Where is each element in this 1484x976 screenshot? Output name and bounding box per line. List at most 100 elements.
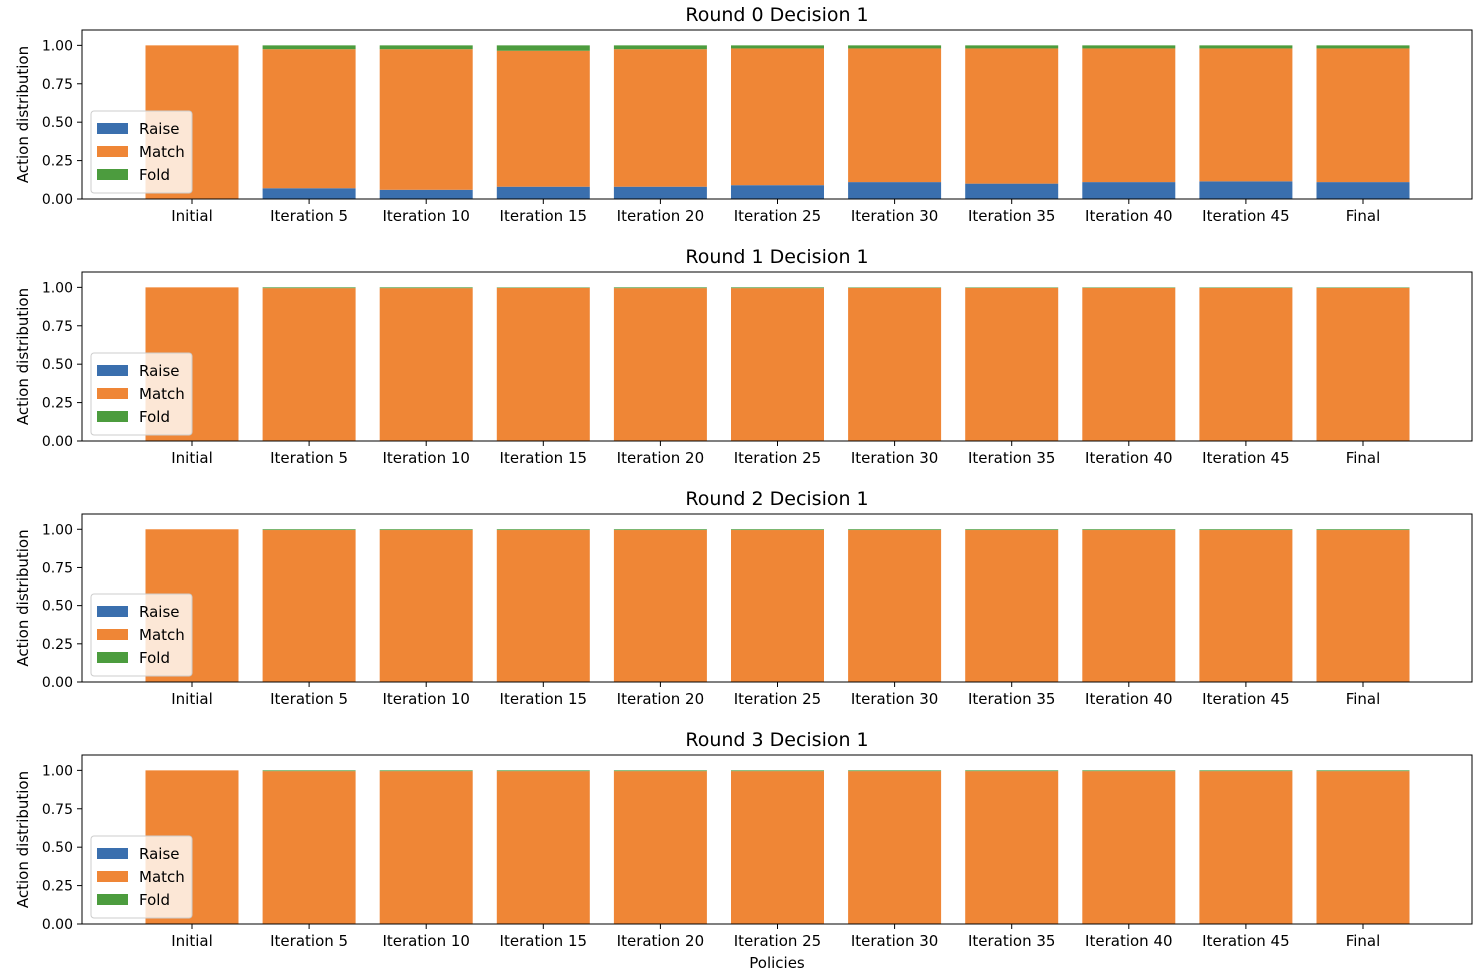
legend-swatch-fold (97, 894, 128, 905)
bar-fold (1082, 529, 1175, 530)
x-tick-label: Iteration 45 (1202, 449, 1289, 467)
y-tick-label: 0.00 (42, 192, 73, 208)
y-tick-label: 0.25 (42, 879, 73, 895)
y-tick-label: 0.50 (42, 599, 73, 615)
x-tick-label: Iteration 45 (1202, 690, 1289, 708)
legend-label-raise: Raise (139, 120, 180, 138)
x-tick-label: Iteration 10 (382, 449, 469, 467)
x-tick-label: Iteration 5 (270, 690, 348, 708)
bar-fold (965, 529, 1058, 530)
y-tick-label: 0.00 (42, 917, 73, 933)
legend-label-fold: Fold (139, 891, 170, 909)
bar-match (1199, 771, 1292, 924)
x-tick-label: Initial (171, 690, 213, 708)
x-tick-label: Iteration 20 (617, 449, 704, 467)
x-tick-label: Iteration 15 (500, 932, 587, 950)
bar-match (263, 771, 356, 924)
bar-match (965, 771, 1058, 924)
x-tick-label: Iteration 35 (968, 932, 1055, 950)
bar-match (848, 771, 941, 924)
x-tick-label: Iteration 15 (500, 690, 587, 708)
legend-swatch-fold (97, 169, 128, 180)
x-tick-label: Initial (171, 207, 213, 225)
legend-label-raise: Raise (139, 603, 180, 621)
bar-match (965, 48, 1058, 183)
x-tick-label: Iteration 10 (382, 932, 469, 950)
x-tick-label: Iteration 45 (1202, 207, 1289, 225)
bar-fold (731, 45, 824, 48)
legend-label-fold: Fold (139, 408, 170, 426)
bar-match (731, 530, 824, 682)
bar-match (614, 530, 707, 682)
bar-match (1199, 288, 1292, 441)
bar-match (1082, 771, 1175, 924)
bar-fold (497, 45, 590, 50)
bar-fold (848, 770, 941, 771)
legend-label-match: Match (139, 868, 185, 886)
y-axis-label: Action distribution (14, 529, 32, 666)
bar-match (1317, 288, 1410, 441)
x-tick-label: Iteration 35 (968, 449, 1055, 467)
bar-match (731, 771, 824, 924)
x-tick-label: Iteration 40 (1085, 207, 1172, 225)
x-tick-label: Final (1346, 207, 1381, 225)
bar-match (731, 288, 824, 441)
legend-swatch-match (97, 629, 128, 640)
bar-fold (1317, 529, 1410, 530)
legend-swatch-match (97, 146, 128, 157)
legend-swatch-fold (97, 411, 128, 422)
bar-raise (380, 190, 473, 199)
bar-fold (1317, 45, 1410, 48)
bar-fold (1317, 770, 1410, 771)
bar-fold (614, 287, 707, 288)
y-tick-label: 1.00 (42, 522, 73, 538)
x-tick-label: Iteration 25 (734, 449, 821, 467)
legend-swatch-fold (97, 652, 128, 663)
x-tick-label: Iteration 15 (500, 207, 587, 225)
bar-match (848, 48, 941, 182)
bar-raise (1082, 182, 1175, 199)
y-tick-label: 0.00 (42, 434, 73, 450)
x-tick-label: Iteration 40 (1085, 690, 1172, 708)
x-tick-label: Iteration 20 (617, 932, 704, 950)
bar-match (1082, 48, 1175, 182)
bar-match (497, 288, 590, 441)
bar-match (1082, 288, 1175, 441)
legend-label-match: Match (139, 385, 185, 403)
bar-match (965, 530, 1058, 682)
bar-raise (614, 187, 707, 199)
bar-fold (263, 529, 356, 530)
bar-fold (731, 529, 824, 530)
y-tick-label: 0.75 (42, 802, 73, 818)
bar-fold (380, 770, 473, 771)
x-tick-label: Iteration 45 (1202, 932, 1289, 950)
legend-label-fold: Fold (139, 649, 170, 667)
bar-fold (263, 287, 356, 288)
x-tick-label: Final (1346, 690, 1381, 708)
bar-match (1317, 48, 1410, 182)
x-tick-label: Iteration 5 (270, 449, 348, 467)
bar-fold (1082, 45, 1175, 48)
bar-fold (965, 770, 1058, 771)
x-tick-label: Iteration 30 (851, 932, 938, 950)
x-tick-label: Initial (171, 449, 213, 467)
x-tick-label: Final (1346, 932, 1381, 950)
y-tick-label: 0.50 (42, 115, 73, 131)
y-tick-label: 0.75 (42, 77, 73, 93)
bar-match (263, 49, 356, 188)
y-tick-label: 0.25 (42, 396, 73, 412)
bar-match (731, 48, 824, 185)
bar-fold (1199, 45, 1292, 48)
bar-match (497, 530, 590, 682)
x-tick-label: Iteration 5 (270, 207, 348, 225)
x-tick-label: Iteration 25 (734, 207, 821, 225)
bar-match (263, 530, 356, 682)
x-tick-label: Initial (171, 932, 213, 950)
bar-match (497, 771, 590, 924)
